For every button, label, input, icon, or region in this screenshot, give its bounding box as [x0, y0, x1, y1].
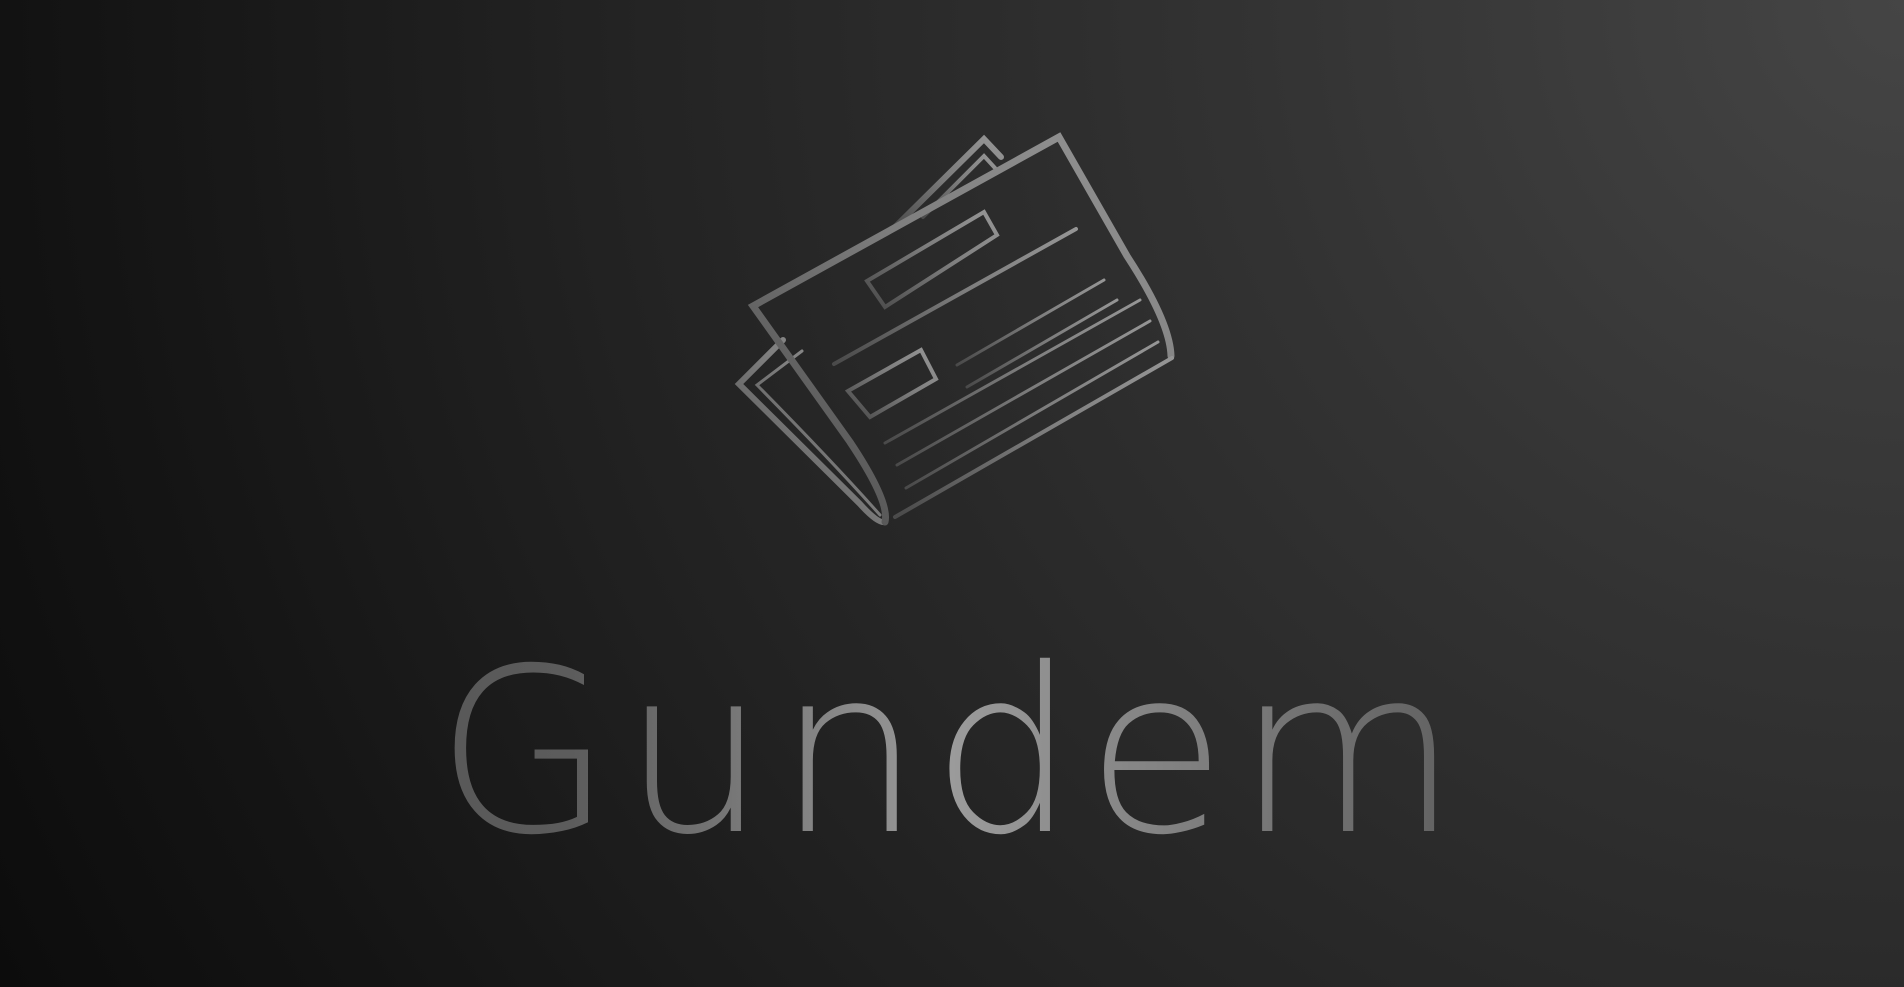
app-title: Gundem [0, 638, 1904, 866]
newspaper-icon [734, 132, 1175, 526]
